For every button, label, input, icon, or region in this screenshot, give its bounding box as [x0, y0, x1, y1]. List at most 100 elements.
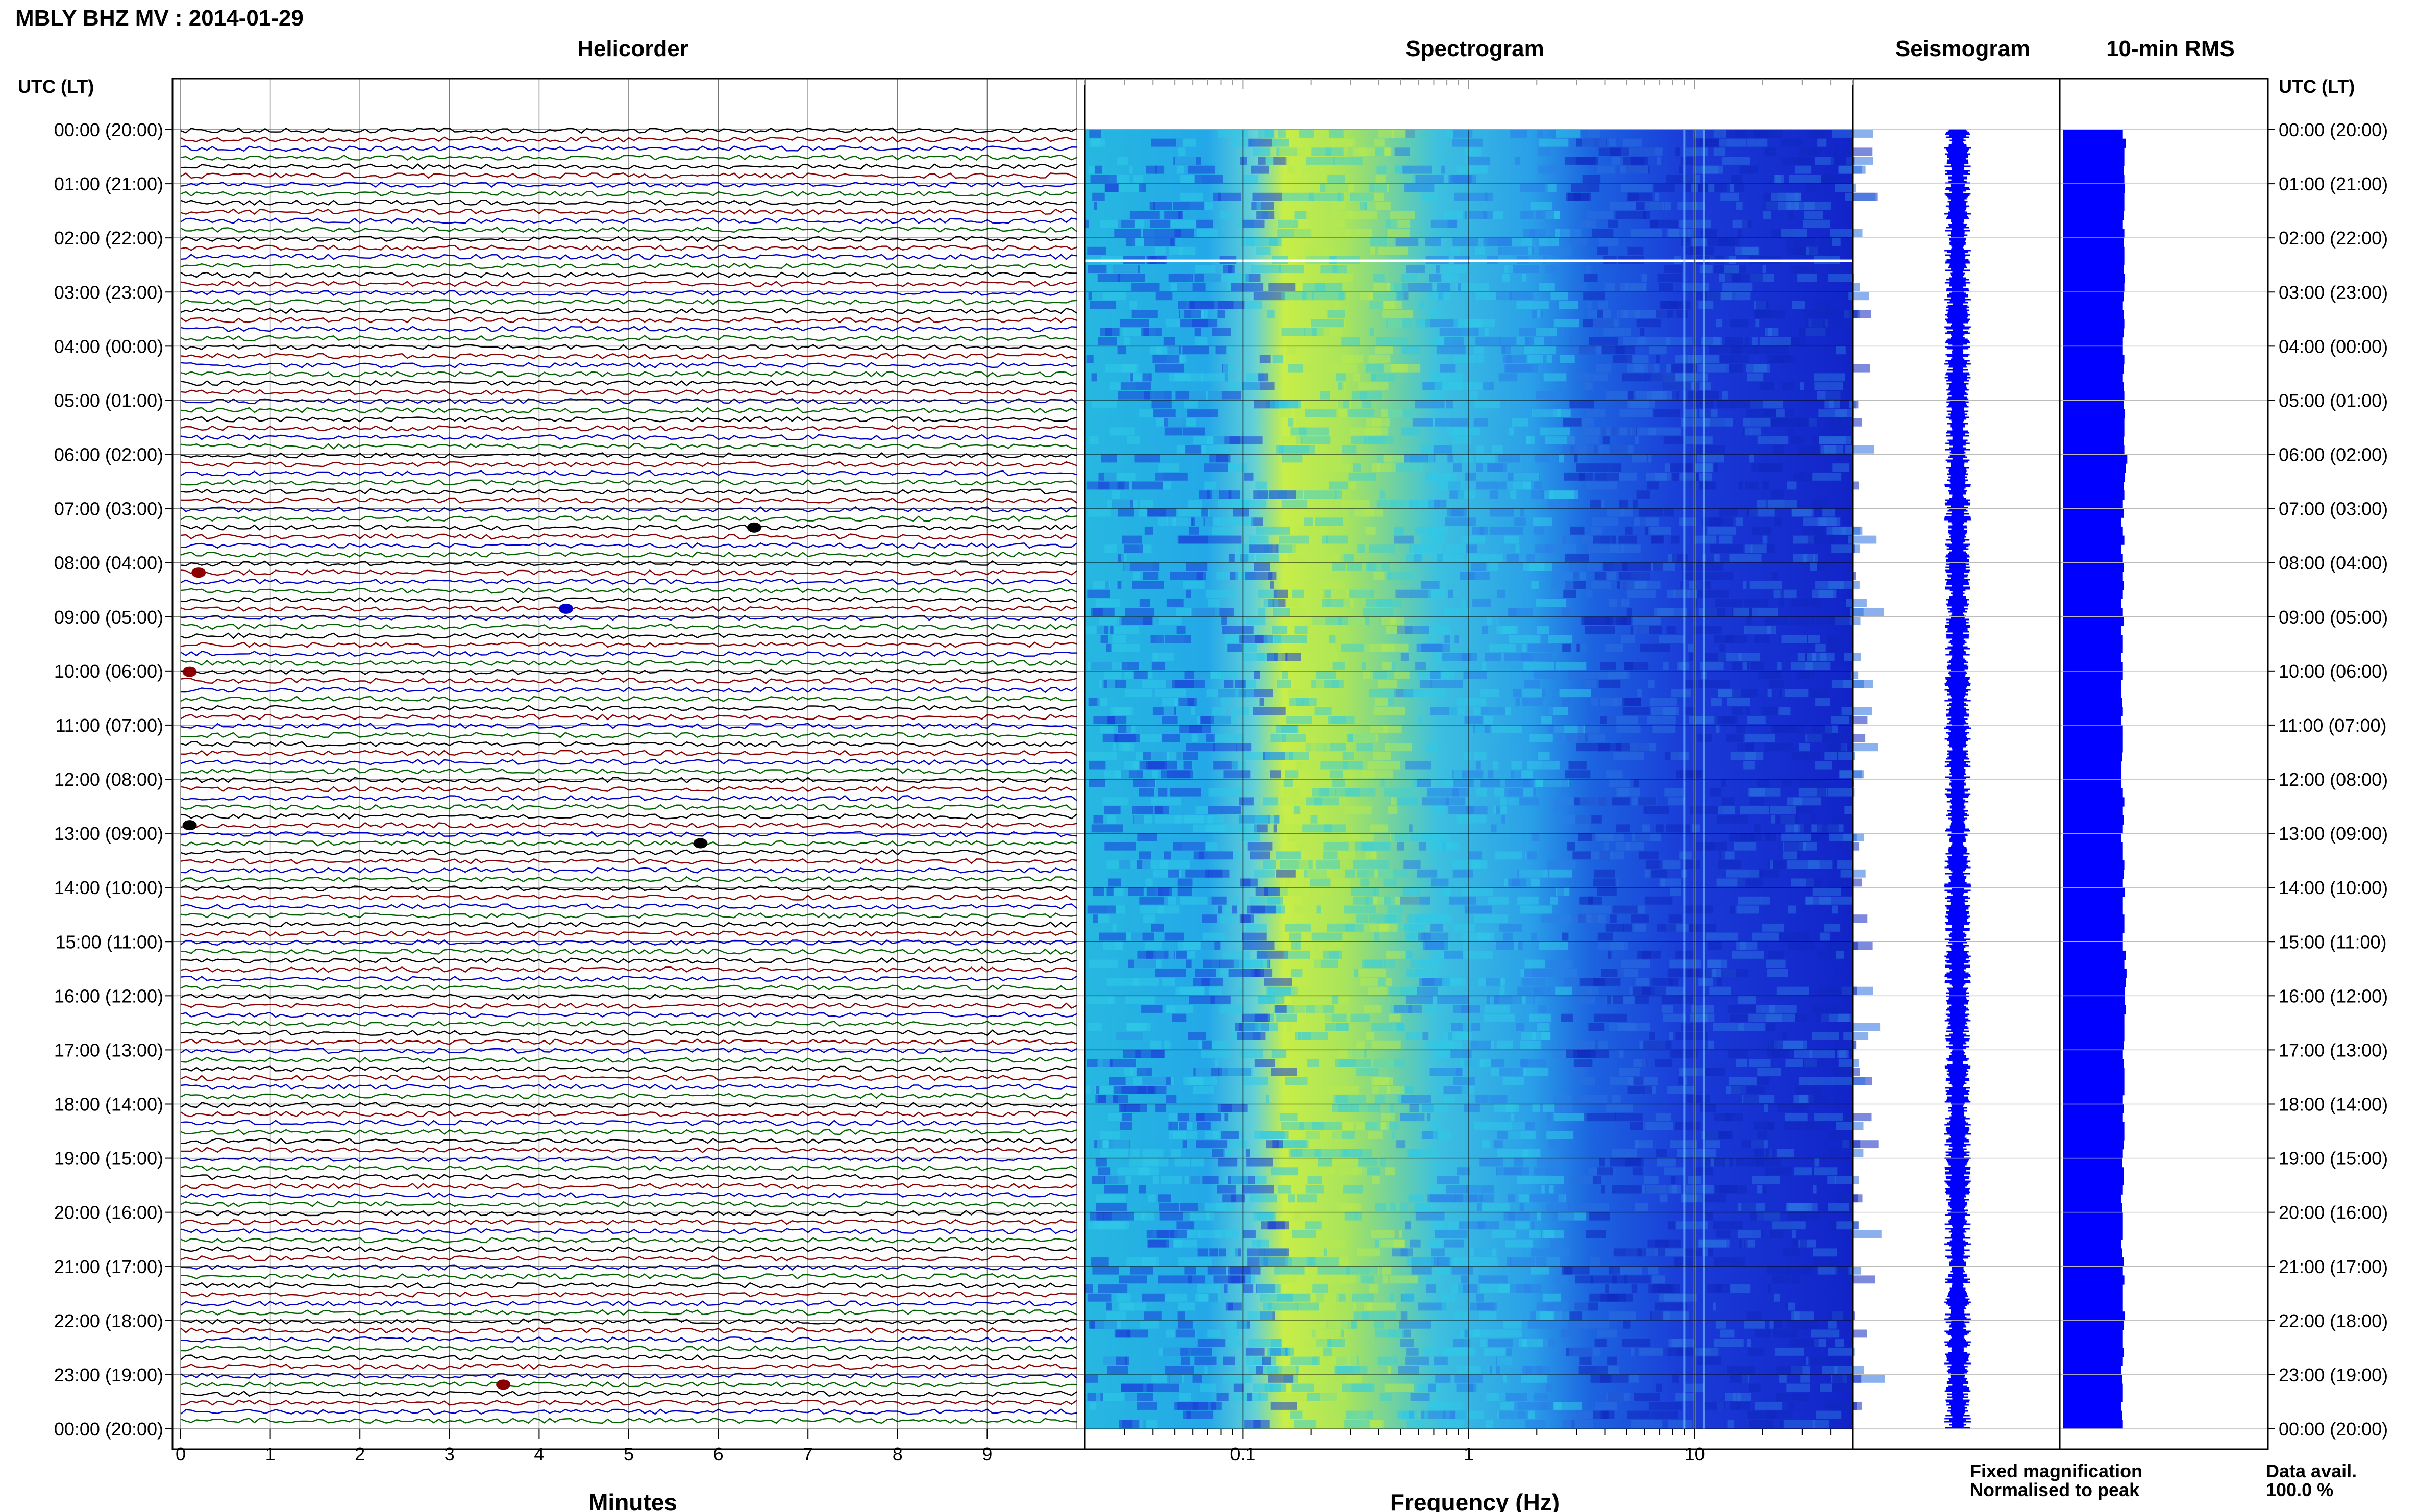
spectrogram-cell: [1676, 770, 1704, 779]
spectrogram-cell: [1452, 138, 1460, 147]
spectrogram-cell: [1794, 1050, 1812, 1058]
spectrogram-cell: [1819, 436, 1852, 444]
spectrogram-cell: [1575, 1275, 1593, 1284]
spectrogram-cell: [1450, 1050, 1472, 1058]
spectrogram-cell: [1288, 554, 1310, 562]
spectrogram-cell: [1183, 761, 1192, 770]
spectrogram-cell: [1650, 1410, 1678, 1419]
spectrogram-cell: [1532, 969, 1563, 977]
spectrogram-cell: [1247, 1311, 1273, 1320]
spectrogram-cell: [1139, 499, 1153, 508]
spectrogram-cell: [1475, 246, 1485, 255]
spectrogram-cell: [1338, 1050, 1365, 1058]
spectrogram-cell: [1163, 481, 1171, 490]
spectrogram-cell: [1258, 589, 1277, 598]
spectrogram-cell: [1464, 147, 1482, 156]
spectrogram-cell: [1619, 409, 1653, 417]
spectrogram-cell: [1675, 147, 1680, 156]
spectrogram-cell: [1117, 1167, 1148, 1176]
spectrogram-cell: [1745, 743, 1754, 752]
spectrogram-cell: [1762, 535, 1768, 544]
spectrogram-cell: [1659, 635, 1685, 643]
spectrogram-cell: [1380, 1158, 1386, 1167]
spectrogram-cell: [1593, 1013, 1627, 1022]
spectrogram-cell: [1434, 1356, 1448, 1365]
spectrogram-cell: [1492, 445, 1503, 454]
spectrogram-cell: [1479, 346, 1485, 355]
spectrogram-cell: [1397, 842, 1404, 851]
spectrogram-cell: [1561, 1013, 1573, 1022]
rms-bar: [2063, 1122, 2125, 1132]
spectrogram-cell: [1114, 734, 1140, 742]
spectrogram-cell: [1089, 779, 1105, 787]
spectrogram-cell: [1619, 499, 1628, 508]
spectrogram-cell: [1697, 364, 1729, 373]
spectrogram-cell: [1374, 923, 1387, 932]
spectrogram-cell: [1840, 770, 1862, 779]
spectrogram-cell: [1128, 887, 1144, 896]
spectrogram-cell: [1521, 1032, 1551, 1040]
spectrogram-cell: [1344, 463, 1350, 472]
spectrogram-cell: [1169, 788, 1201, 797]
spectrogram-cell: [1310, 1329, 1330, 1338]
spectrogram-cell: [1294, 905, 1313, 914]
spectrogram-cell: [1739, 1239, 1745, 1248]
spectrogram-cell: [1627, 192, 1653, 201]
spectrogram-cell: [1419, 680, 1432, 688]
spectrogram-cell: [1107, 1113, 1123, 1122]
spectrogram-cell: [1350, 192, 1374, 201]
spectrogram-cell: [1414, 1203, 1430, 1211]
spectrogram-cell: [1696, 292, 1721, 301]
spectrogram-cell: [1423, 1005, 1436, 1013]
spectrogram-cell: [1584, 680, 1597, 688]
spectrogram-cell: [1358, 1158, 1378, 1167]
spectrogram-cell: [1829, 265, 1841, 274]
seismogram-title: Seismogram: [1895, 36, 2030, 61]
spectrogram-cell: [1542, 1293, 1561, 1302]
spectrogram-cell: [1401, 346, 1420, 355]
spectrogram-cell: [1818, 409, 1848, 417]
rms-bar: [2063, 716, 2121, 726]
spectrogram-cell: [1145, 878, 1153, 887]
spectrogram-cell: [1287, 346, 1297, 355]
spectrogram-cell: [1271, 1068, 1297, 1076]
spectrogram-cell: [1154, 653, 1174, 661]
spectrogram-cell: [1364, 643, 1395, 652]
spectrogram-cell: [1630, 1122, 1646, 1130]
spectrogram-cell: [1548, 635, 1572, 643]
spectrogram-cell: [1557, 959, 1573, 968]
spectrogram-cell: [1730, 1374, 1748, 1383]
spectrogram-cell: [1238, 986, 1242, 995]
spectrogram-cell: [1707, 1284, 1731, 1293]
spectrogram-cell: [1534, 454, 1550, 463]
spectrogram-cell: [1232, 1393, 1261, 1401]
spectrogram-cell: [1534, 481, 1542, 490]
spectrogram-cell: [1570, 526, 1585, 535]
spectrogram-cell: [1579, 797, 1612, 806]
spectrogram-cell: [1838, 1013, 1849, 1022]
spectrogram-cell: [1719, 535, 1733, 544]
spectrogram-cell: [1726, 869, 1760, 878]
spectrogram-cell: [1388, 806, 1398, 814]
spectrogram-cell: [1561, 969, 1577, 977]
spectrogram-cell: [1496, 806, 1500, 814]
spectrogram-cell: [1427, 472, 1440, 481]
spectrogram-cell: [1346, 1356, 1357, 1365]
spectrogram-cell: [1333, 301, 1340, 309]
rms-bar: [2063, 147, 2125, 157]
rms-title: 10-min RMS: [2106, 36, 2235, 61]
spectrogram-cell: [1591, 526, 1602, 535]
spectrogram-cell: [1807, 184, 1815, 192]
spectrogram-cell: [1597, 1167, 1613, 1176]
spectrogram-cell: [1584, 274, 1598, 282]
spectrogram-cell: [1430, 680, 1463, 688]
spectrogram-cell: [1721, 779, 1726, 787]
spectrogram-cell: [1702, 517, 1736, 526]
spectrogram-cell: [1129, 165, 1133, 174]
spectrogram-cell: [1257, 1212, 1276, 1221]
spectrogram-cell: [1442, 1347, 1466, 1356]
rms-bar: [2063, 860, 2125, 870]
spectrogram-cell: [1838, 752, 1855, 760]
spectrogram-cell: [1527, 355, 1552, 363]
spectrogram-cell: [1800, 382, 1804, 390]
